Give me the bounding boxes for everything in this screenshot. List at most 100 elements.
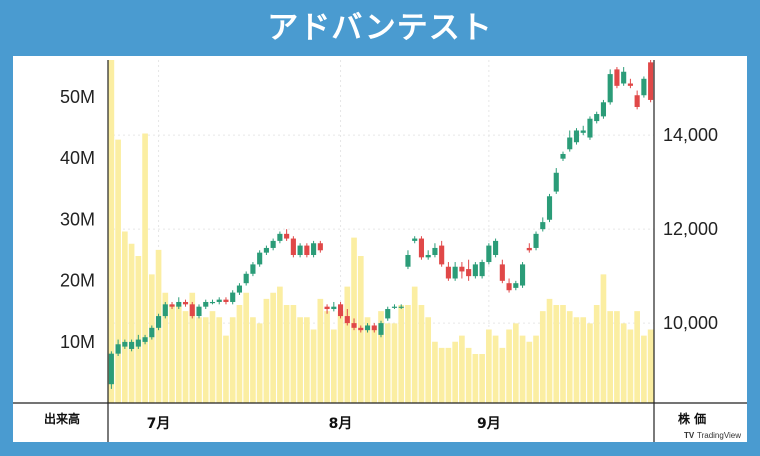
volume-bar [283,305,290,403]
candle [297,243,303,258]
candle [304,243,310,258]
volume-bar [539,311,546,403]
candle [425,250,431,260]
candle-body [135,339,141,347]
candle-body [162,304,168,317]
candle-body [284,233,290,239]
candle [176,297,182,310]
tv-logo-icon: TV [684,431,695,440]
candle [533,231,539,251]
volume-bar [108,60,115,403]
candle [641,76,647,98]
candle-body [493,240,499,255]
tradingview-logo: TV TradingView [684,431,741,440]
volume-bar [270,292,276,403]
candle-body [182,301,189,305]
volume-bar [438,347,445,403]
candle [122,339,128,349]
candle-body [567,137,573,150]
candle-body [243,273,249,284]
volume-bar [614,311,620,403]
candle [189,301,195,319]
volume-bar [546,298,553,403]
candle-body [230,292,236,302]
candle [311,240,317,258]
candle [358,325,364,333]
volume-bar [142,133,148,403]
volume-bar [364,317,371,403]
candle-body [344,316,350,324]
month-label: 9月 [477,416,501,432]
candle [135,334,141,349]
candle [391,304,398,310]
candle [169,301,175,310]
volume-bar [384,323,391,403]
volume-bar [533,335,539,403]
volume-bar [432,341,438,403]
candle [493,238,499,258]
price-tick-label: 12,000 [663,219,718,239]
candle-body [250,264,256,274]
candle [108,351,114,389]
candle-body [614,69,620,86]
candle-body [560,153,566,159]
candle [452,262,458,281]
candle [142,334,148,345]
tv-watermark: TradingView [697,431,741,440]
candle-body [553,172,559,192]
candle-body [297,245,303,255]
candle-body [142,337,148,342]
volume-bar [452,341,458,403]
volume-bar [593,305,600,403]
candle-body [425,254,431,258]
volume-bar [486,329,492,403]
candle-body [311,243,317,255]
volume-bar [479,354,485,403]
candle-body [277,233,283,241]
candle [560,151,566,162]
candle [337,301,344,319]
volume-bar [526,341,533,403]
candlestick-chart: 10M 20M 30M 40M 50M 10,000 12,000 14,000 7月 8月 9… [13,60,747,442]
candle [553,168,559,194]
candle-body [607,74,613,103]
candle [432,243,438,258]
candle [257,250,263,267]
candle-body [466,269,472,277]
candle-body [196,306,202,317]
candle [317,240,323,253]
volume-bar [223,335,229,403]
candle [418,236,425,260]
candle-body [223,299,229,302]
volume-bar [405,305,411,403]
candle [243,271,249,286]
candle [627,78,633,89]
volume-bar [330,329,337,403]
volume-bar [499,347,506,403]
volume-bar [512,323,519,403]
price-tick-label: 14,000 [663,125,718,145]
candle [621,67,627,86]
candle-body [459,266,465,272]
candle-body [290,238,296,255]
volume-bar [310,329,317,403]
candle [230,290,236,305]
candle [351,318,357,331]
volume-bar [587,323,593,403]
candle [634,90,640,110]
candle [472,262,478,279]
candle [324,304,330,314]
candle [614,67,620,89]
candle [344,309,350,326]
candle [594,111,600,124]
volume-bar [263,298,270,403]
candle-body [418,238,425,258]
volume-bar [250,317,256,403]
volume-bar [573,317,580,403]
candle-body [580,130,586,133]
volume-bar [290,305,297,403]
volume-bar [378,311,384,403]
candle [209,299,216,305]
volume-bar [634,311,640,403]
candle [371,323,377,333]
